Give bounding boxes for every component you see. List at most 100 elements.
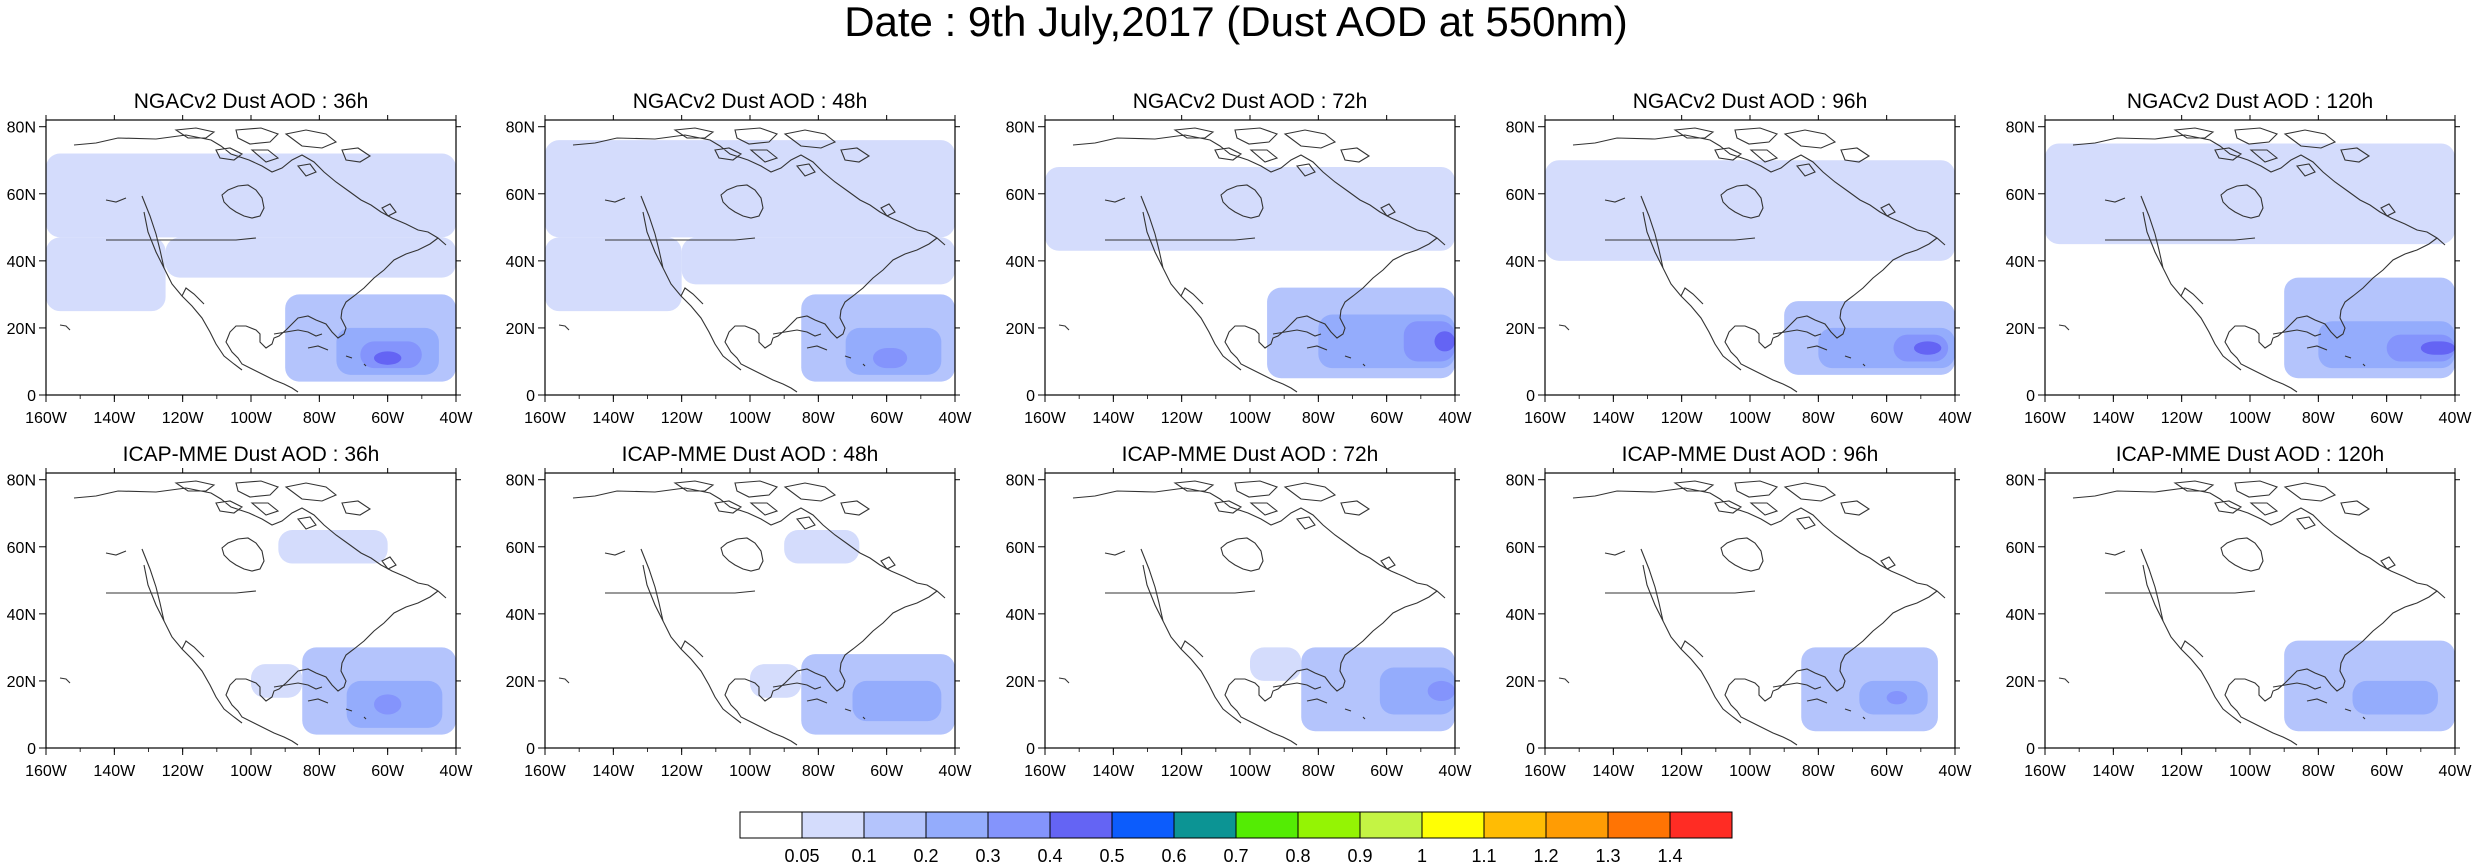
aod-region (873, 348, 908, 369)
x-tick-label: 60W (371, 410, 405, 427)
x-tick-label: 60W (371, 763, 405, 780)
x-tick-label: 120W (1161, 763, 1204, 780)
x-tick-label: 120W (661, 763, 704, 780)
aod-region (251, 664, 303, 698)
x-tick-label: 40W (939, 763, 973, 780)
x-tick-label: 160W (2024, 763, 2067, 780)
x-tick-label: 160W (524, 763, 567, 780)
y-tick-label: 20N (1506, 674, 1535, 691)
x-tick-label: 40W (1439, 410, 1473, 427)
y-tick-label: 80N (2006, 120, 2035, 137)
y-tick-label: 20N (1006, 674, 1035, 691)
aod-region (1545, 160, 1955, 261)
y-tick-label: 40N (1006, 254, 1035, 271)
map-panel-1: NGACv2 Dust AOD : 36h 160W 140W 120W 100W 80W… (7, 90, 474, 427)
x-tick-label: 60W (1870, 410, 1904, 427)
aod-region (2352, 680, 2438, 715)
x-tick-label: 100W (1229, 763, 1272, 780)
y-tick-label: 80N (506, 120, 535, 137)
x-tick-label: 100W (729, 410, 772, 427)
y-tick-label: 40N (506, 607, 535, 624)
y-tick-label: 20N (7, 674, 36, 691)
x-tick-label: 60W (1370, 410, 1404, 427)
x-tick-label: 120W (162, 410, 205, 427)
x-tick-label: 80W (2302, 763, 2336, 780)
y-tick-label: 0 (2026, 388, 2035, 405)
x-tick-label: 160W (1024, 410, 1067, 427)
dust-field (2284, 640, 2455, 732)
x-tick-label: 40W (440, 410, 474, 427)
x-tick-label: 120W (162, 763, 205, 780)
y-tick-label: 0 (2026, 741, 2035, 758)
y-tick-label: 20N (506, 674, 535, 691)
aod-region (374, 351, 402, 365)
dust-field (1045, 166, 1455, 379)
x-tick-label: 60W (2370, 410, 2404, 427)
x-tick-label: 80W (802, 763, 836, 780)
x-tick-label: 40W (1939, 410, 1973, 427)
y-tick-label: 60N (1006, 540, 1035, 557)
y-tick-label: 0 (1526, 388, 1535, 405)
dust-field (251, 530, 456, 735)
x-tick-label: 60W (1870, 763, 1904, 780)
aod-region (46, 153, 456, 238)
panel-title: NGACv2 Dust AOD : 96h (1633, 90, 1868, 113)
aod-region (1886, 690, 1908, 705)
x-tick-label: 40W (1439, 763, 1473, 780)
aod-region (1914, 341, 1942, 355)
map-panel-2: NGACv2 Dust AOD : 48h 160W 140W 120W 100W 80W… (506, 90, 973, 427)
x-tick-label: 120W (1661, 763, 1704, 780)
y-tick-label: 80N (506, 473, 535, 490)
x-tick-label: 140W (1592, 410, 1635, 427)
map-panel-5: NGACv2 Dust AOD : 120h 160W 140W 120W 100W 80… (2006, 90, 2472, 427)
y-tick-label: 20N (2006, 674, 2035, 691)
y-tick-label: 20N (7, 321, 36, 338)
map-panel-6: ICAP-MME Dust AOD : 36h 160W 140W 120W 100W 8… (7, 443, 474, 780)
x-tick-label: 140W (93, 410, 136, 427)
x-tick-label: 140W (592, 410, 635, 427)
aod-region (784, 530, 860, 564)
x-tick-label: 80W (1802, 763, 1836, 780)
x-tick-label: 160W (524, 410, 567, 427)
y-tick-label: 80N (7, 120, 36, 137)
y-tick-label: 80N (7, 473, 36, 490)
aod-region (374, 694, 402, 715)
x-tick-label: 160W (2024, 410, 2067, 427)
x-tick-label: 160W (25, 763, 68, 780)
x-tick-label: 120W (1161, 410, 1204, 427)
y-tick-label: 80N (1006, 473, 1035, 490)
y-tick-label: 40N (1006, 607, 1035, 624)
x-tick-label: 80W (2302, 410, 2336, 427)
x-tick-label: 140W (93, 763, 136, 780)
x-tick-label: 160W (1524, 410, 1567, 427)
x-tick-label: 160W (25, 410, 68, 427)
y-tick-label: 80N (1506, 473, 1535, 490)
panel-title: ICAP-MME Dust AOD : 48h (622, 443, 879, 466)
map-panel-7: ICAP-MME Dust AOD : 48h 160W 140W 120W 100W 8… (506, 443, 973, 780)
dust-field (545, 140, 955, 382)
x-tick-label: 40W (2439, 410, 2472, 427)
y-tick-label: 20N (506, 321, 535, 338)
y-tick-label: 40N (2006, 254, 2035, 271)
y-tick-label: 80N (1506, 120, 1535, 137)
x-tick-label: 100W (1229, 410, 1272, 427)
dust-field (1545, 160, 1955, 375)
x-tick-label: 100W (1729, 763, 1772, 780)
y-tick-label: 0 (27, 388, 36, 405)
map-panel-4: NGACv2 Dust AOD : 96h 160W 140W 120W 100W 80W… (1506, 90, 1973, 427)
x-tick-label: 120W (2161, 410, 2204, 427)
map-panel-3: NGACv2 Dust AOD : 72h 160W 140W 120W 100W 80W… (1006, 90, 1473, 427)
y-tick-label: 20N (1006, 321, 1035, 338)
x-tick-label: 120W (661, 410, 704, 427)
y-tick-label: 40N (7, 254, 36, 271)
panel-title: NGACv2 Dust AOD : 36h (134, 90, 369, 113)
panel-title: ICAP-MME Dust AOD : 36h (123, 443, 380, 466)
y-tick-label: 40N (506, 254, 535, 271)
x-tick-label: 60W (870, 410, 904, 427)
y-tick-label: 60N (506, 187, 535, 204)
aod-region (545, 237, 682, 312)
x-tick-label: 80W (802, 410, 836, 427)
x-tick-label: 120W (2161, 763, 2204, 780)
y-tick-label: 0 (1026, 388, 1035, 405)
y-tick-label: 80N (2006, 473, 2035, 490)
